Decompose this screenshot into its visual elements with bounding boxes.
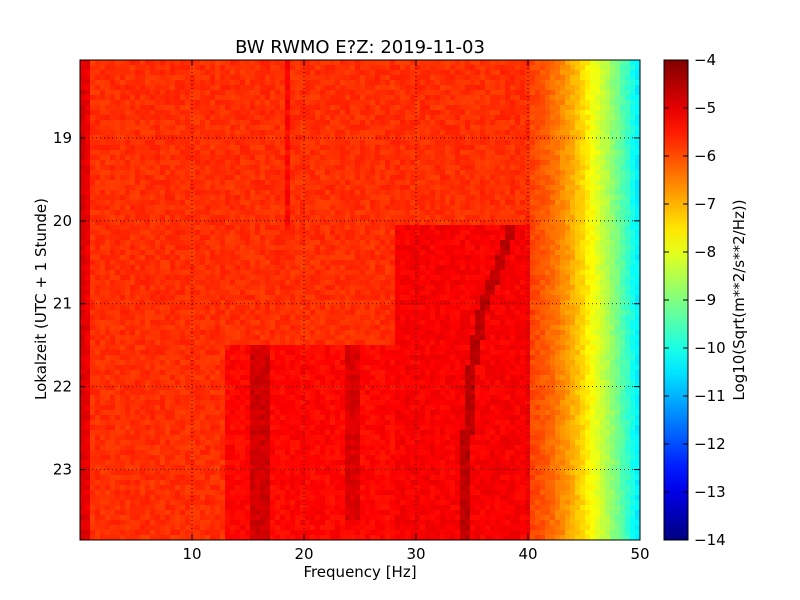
x-tick-label: 20 <box>294 545 313 563</box>
y-tick-label: 21 <box>53 295 72 313</box>
colorbar-tick-label: −10 <box>694 339 726 357</box>
y-tick-label: 19 <box>53 129 72 147</box>
x-tick-label: 50 <box>630 545 649 563</box>
y-tick-label: 22 <box>53 378 72 396</box>
colorbar-tick-label: −6 <box>694 147 716 165</box>
colorbar-tick-label: −11 <box>694 387 726 405</box>
chart-title: BW RWMO E?Z: 2019-11-03 <box>235 37 485 58</box>
axes: 10 20 30 40 50 19 20 21 22 23 <box>53 59 650 563</box>
colorbar: −4 −5 −6 −7 −8 −9 −10 −11 −12 −13 −14 <box>663 51 726 549</box>
y-axis-label: Lokalzeit (UTC + 1 Stunde) <box>32 198 50 400</box>
colorbar-tick-label: −5 <box>694 99 716 117</box>
y-tick-label: 23 <box>53 461 72 479</box>
colorbar-tick-label: −13 <box>694 483 726 501</box>
colorbar-tick-label: −14 <box>694 531 726 549</box>
colorbar-label: Log10(Sqrt(m**2/s**2/Hz)) <box>730 199 748 400</box>
x-tick-label: 30 <box>406 545 425 563</box>
colorbar-tick-label: −9 <box>694 291 716 309</box>
colorbar-tick-label: −12 <box>694 435 726 453</box>
plot-frame <box>79 59 641 541</box>
spectrogram-image <box>80 60 640 540</box>
colorbar-tick-label: −8 <box>694 243 716 261</box>
colorbar-tick-label: −7 <box>694 195 716 213</box>
plot-area <box>80 60 640 540</box>
x-tick-label: 40 <box>518 545 537 563</box>
colorbar-tick-label: −4 <box>694 51 716 69</box>
y-tick-label: 20 <box>53 212 72 230</box>
x-axis-label: Frequency [Hz] <box>303 563 416 581</box>
x-tick-label: 10 <box>182 545 201 563</box>
